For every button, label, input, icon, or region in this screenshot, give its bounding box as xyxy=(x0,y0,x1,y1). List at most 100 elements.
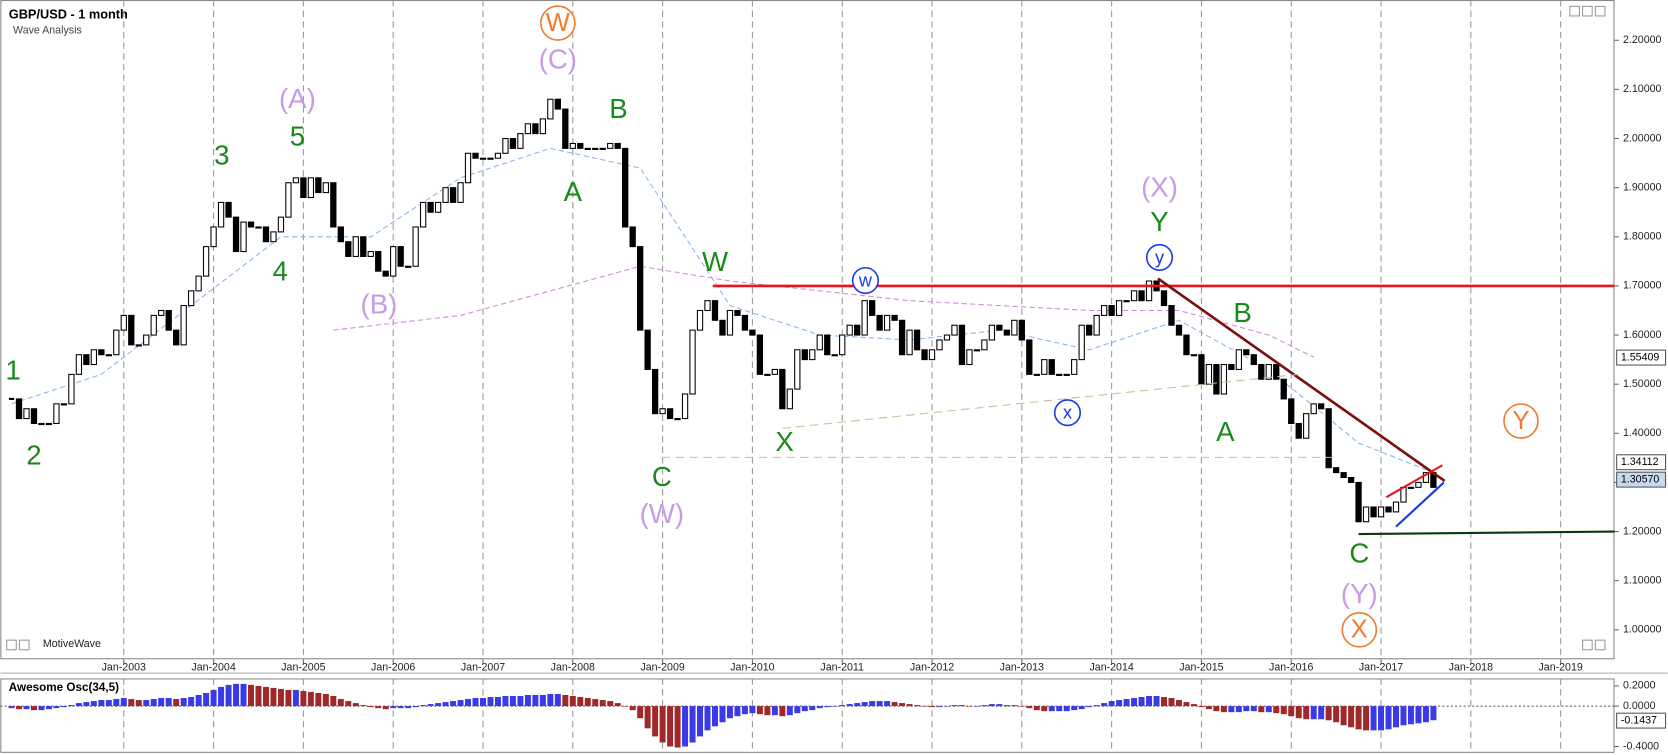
wave-circle xyxy=(851,266,879,295)
candle xyxy=(696,309,704,331)
candle xyxy=(442,187,449,203)
candle xyxy=(1100,305,1108,316)
candle xyxy=(569,142,576,149)
candle xyxy=(524,123,532,135)
candle xyxy=(936,339,943,351)
oscillator-bar xyxy=(1318,706,1325,720)
candle xyxy=(60,403,68,406)
candle xyxy=(487,157,494,160)
oscillator-bar xyxy=(113,699,120,707)
oscillator-bar xyxy=(1400,706,1407,726)
oscillator-bar xyxy=(1243,706,1250,712)
candle xyxy=(584,147,591,150)
oscillator-bar xyxy=(165,698,172,707)
oscillator-bar xyxy=(584,698,591,707)
oscillator-bar xyxy=(1422,706,1429,723)
wave-label: y xyxy=(1155,247,1164,267)
wave-label: B xyxy=(609,93,627,124)
wave-label: 2 xyxy=(26,440,41,471)
oscillator-bar xyxy=(1205,706,1212,710)
wave-label: W xyxy=(546,9,570,37)
x-tick-label: Jan-2019 xyxy=(1538,662,1582,674)
candle xyxy=(1220,363,1228,395)
icon[interactable] xyxy=(1582,5,1593,17)
candle xyxy=(719,319,726,336)
candle xyxy=(913,329,921,351)
candle xyxy=(1385,506,1392,513)
y-tick-label: 1.80000 xyxy=(1623,231,1661,243)
icon[interactable] xyxy=(1582,639,1593,651)
candle xyxy=(651,368,659,415)
oscillator-bar xyxy=(1168,698,1175,707)
candle xyxy=(337,226,344,243)
oscillator-bar xyxy=(412,706,419,708)
oscillator-bar xyxy=(472,698,479,707)
oscillator-bar xyxy=(397,706,404,709)
icon[interactable] xyxy=(1569,5,1580,17)
oscillator-bar xyxy=(16,706,23,710)
candle xyxy=(988,324,996,341)
wave-label: Y xyxy=(1512,407,1529,435)
wave-label: C xyxy=(652,461,672,492)
candle xyxy=(1347,476,1355,483)
candle xyxy=(1011,319,1018,336)
y-tick-label: 0.0000 xyxy=(1623,700,1656,712)
candle xyxy=(225,201,232,218)
candle xyxy=(539,118,547,135)
candle xyxy=(876,314,883,331)
oscillator-bar xyxy=(38,706,45,711)
oscillator-bar xyxy=(517,696,524,707)
oscillator-bar xyxy=(1198,706,1205,708)
candle xyxy=(412,226,419,267)
candle xyxy=(187,290,195,307)
oscillator-bar xyxy=(524,695,531,707)
oscillator-bar xyxy=(1026,706,1033,709)
candle xyxy=(868,300,876,316)
oscillator-bar xyxy=(1153,696,1160,707)
candle xyxy=(210,226,217,248)
candle xyxy=(592,147,599,150)
candle xyxy=(90,349,98,366)
oscillator-bar xyxy=(1370,706,1377,731)
icon[interactable] xyxy=(1594,639,1606,651)
oscillator-bar xyxy=(8,706,15,709)
oscillator-bar xyxy=(315,692,322,707)
icon[interactable] xyxy=(6,639,17,651)
icon[interactable] xyxy=(18,639,30,651)
oscillator-bar xyxy=(809,706,816,711)
candle xyxy=(427,201,434,213)
chart-title: GBP/USD - 1 month xyxy=(9,6,128,21)
x-tick-label: Jan-2007 xyxy=(461,662,505,674)
wave-label: 3 xyxy=(214,140,229,171)
oscillator-bar xyxy=(921,706,928,707)
oscillator-bar xyxy=(105,700,112,707)
candle xyxy=(1026,339,1033,375)
oscillator-panel xyxy=(0,678,1615,753)
oscillator-bar xyxy=(607,701,614,707)
oscillator-bar xyxy=(23,706,30,710)
oscillator-bar xyxy=(1273,706,1280,714)
candle xyxy=(1265,363,1272,380)
wave-circle xyxy=(1503,403,1539,439)
wave-label: A xyxy=(564,176,583,207)
oscillator-bar xyxy=(98,700,105,707)
oscillator-bar xyxy=(958,705,965,707)
candle xyxy=(809,349,816,361)
wave-label: (C) xyxy=(539,44,577,75)
oscillator-bar xyxy=(277,688,284,707)
candle xyxy=(1325,408,1332,469)
candle xyxy=(270,231,277,243)
icon[interactable] xyxy=(1594,5,1606,17)
candle xyxy=(1190,354,1198,357)
toolbar-icons[interactable] xyxy=(6,5,1606,651)
candle xyxy=(756,334,764,375)
oscillator-bar xyxy=(988,704,995,707)
oscillator-bar xyxy=(839,705,846,707)
oscillator-bar xyxy=(1333,706,1340,723)
candle xyxy=(921,349,928,361)
wave-label: A xyxy=(1216,416,1235,447)
oscillator-bar xyxy=(173,699,180,707)
oscillator-bar xyxy=(562,695,569,707)
oscillator-bar xyxy=(1033,706,1040,711)
